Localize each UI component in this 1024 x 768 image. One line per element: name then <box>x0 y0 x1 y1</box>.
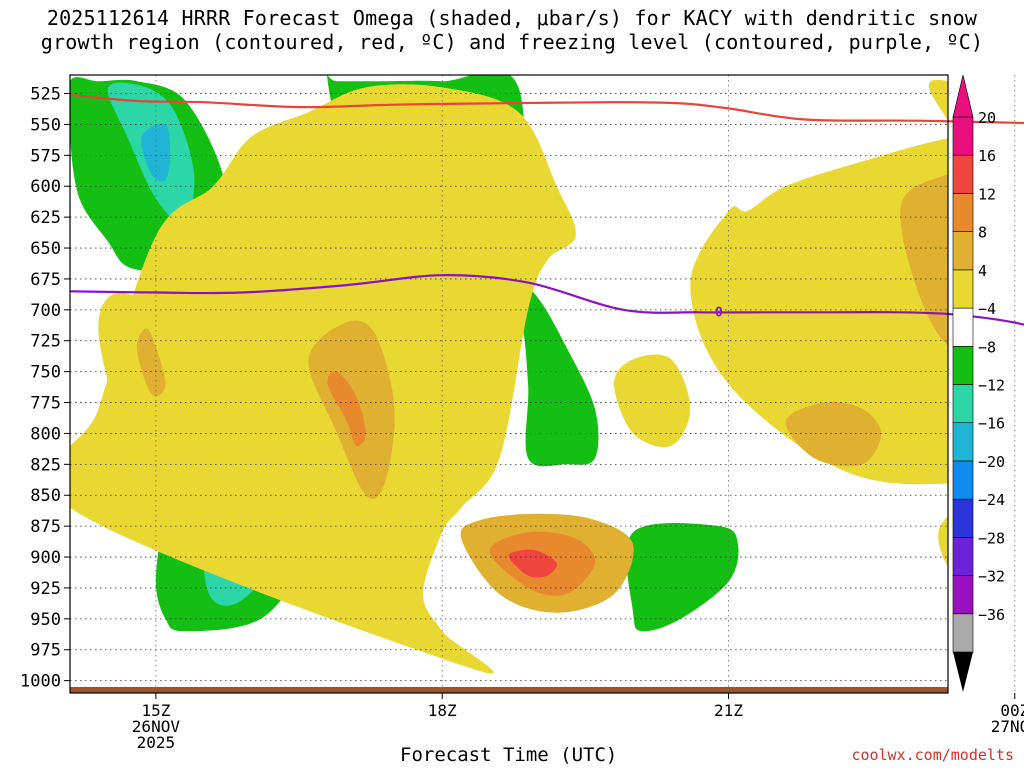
colorbar-label: 8 <box>978 224 987 242</box>
y-tick-label: 600 <box>30 177 61 197</box>
colorbar-bin <box>952 154 974 194</box>
y-tick-label: 1000 <box>20 672 61 692</box>
gridlines <box>70 75 1016 693</box>
x-tick-label: 15Z <box>141 701 170 720</box>
ground-surface <box>70 687 948 693</box>
y-tick-label: 950 <box>30 610 61 630</box>
x-tick-label: 27NOV <box>991 717 1024 736</box>
omega-pos-8-region <box>136 328 166 397</box>
colorbar-bin <box>952 269 974 309</box>
colorbar-bin <box>952 537 974 576</box>
colorbar-label: −36 <box>978 606 1005 624</box>
y-tick-label: 650 <box>30 239 61 259</box>
x-axis-title: Forecast Time (UTC) <box>400 744 618 766</box>
omega-neg-8-region <box>626 523 739 632</box>
y-tick-label: 925 <box>30 579 61 599</box>
colorbar-label: 4 <box>978 262 987 280</box>
y-tick-label: 900 <box>30 548 61 568</box>
y-tick-label: 775 <box>30 394 61 414</box>
colorbar-bin <box>952 345 974 385</box>
omega-pos-8-region <box>785 401 882 467</box>
colorbar-label: −28 <box>978 529 1005 547</box>
x-tick-label: 18Z <box>428 701 457 720</box>
colorbar-bin <box>952 193 974 232</box>
y-tick-label: 675 <box>30 270 61 290</box>
y-tick-label: 625 <box>30 208 61 228</box>
x-tick-label: 26NOV <box>132 717 181 736</box>
omega-neg-16-region <box>141 123 171 182</box>
y-tick-label: 825 <box>30 455 61 475</box>
omega-pos-4-region <box>938 516 948 568</box>
dendritic-contour-line <box>69 93 1024 125</box>
y-tick-label: 750 <box>30 363 61 383</box>
colorbar-label: −24 <box>978 491 1005 509</box>
omega-pos-16-region <box>995 260 1024 317</box>
colorbar-label: −32 <box>978 568 1005 586</box>
y-tick-label: 525 <box>30 85 61 105</box>
colorbar-bin <box>952 231 974 271</box>
colorbar-label: 16 <box>978 147 996 165</box>
colorbar-label: −8 <box>978 338 996 356</box>
omega-pos-4-region <box>614 354 691 448</box>
omega-pos-16-region <box>508 549 557 578</box>
contour-layer: -120 <box>69 93 1024 326</box>
freezing-level-contour-line <box>69 274 1024 326</box>
source-url[interactable]: coolwx.com/modelts <box>851 746 1014 764</box>
colorbar-bin <box>952 575 974 615</box>
colorbar-label: 12 <box>978 185 996 203</box>
omega-shading-layer <box>70 75 1024 693</box>
colorbar-bin <box>952 307 974 347</box>
colorbar-bin <box>952 116 974 156</box>
colorbar: 20 16 12 8 4 −4 −8 −12 −16 −20 −24 −28 −32 −36 <box>952 74 1005 692</box>
colorbar-label: 20 <box>978 109 996 127</box>
x-tick-label: 21Z <box>714 701 743 720</box>
y-tick-label: 800 <box>30 424 61 444</box>
chart-title: 2025112614 HRRR Forecast Omega (shaded, … <box>0 6 1024 54</box>
title-line-1: 2025112614 HRRR Forecast Omega (shaded, … <box>46 6 978 30</box>
y-tick-label: 975 <box>30 641 61 661</box>
omega-pos-4-region <box>98 292 176 434</box>
y-tick-label: 575 <box>30 146 61 166</box>
title-line-2: growth region (contoured, red, ºC) and f… <box>40 30 984 54</box>
colorbar-label: −4 <box>978 300 996 318</box>
y-tick-label: 875 <box>30 517 61 537</box>
colorbar-label: −12 <box>978 377 1005 395</box>
y-tick-label: 725 <box>30 332 61 352</box>
colorbar-under-arrow <box>953 652 973 692</box>
x-tick-label: 2025 <box>137 733 176 752</box>
x-tick-label: 00Z <box>1000 701 1024 720</box>
y-tick-label: 700 <box>30 301 61 321</box>
colorbar-bin <box>952 384 974 424</box>
colorbar-bin <box>952 613 974 653</box>
colorbar-bin <box>952 460 974 500</box>
plot-frame <box>69 74 949 694</box>
y-tick-label: 850 <box>30 486 61 506</box>
colorbar-over-arrow <box>952 74 974 118</box>
y-tick-label: 550 <box>30 115 61 135</box>
axis-labels: 525 550 575 600 625 650 675 700 725 750 775 800 825 8… <box>20 85 1024 752</box>
colorbar-label: −16 <box>978 415 1005 433</box>
freezing-contour-label: 0 <box>715 305 723 320</box>
omega-pos-4-region <box>928 79 948 121</box>
colorbar-bin <box>952 498 974 538</box>
colorbar-bin <box>952 422 974 462</box>
omega-pos-12-region <box>327 371 366 447</box>
colorbar-label: −20 <box>978 453 1005 471</box>
omega-neg-8-region <box>451 265 599 467</box>
